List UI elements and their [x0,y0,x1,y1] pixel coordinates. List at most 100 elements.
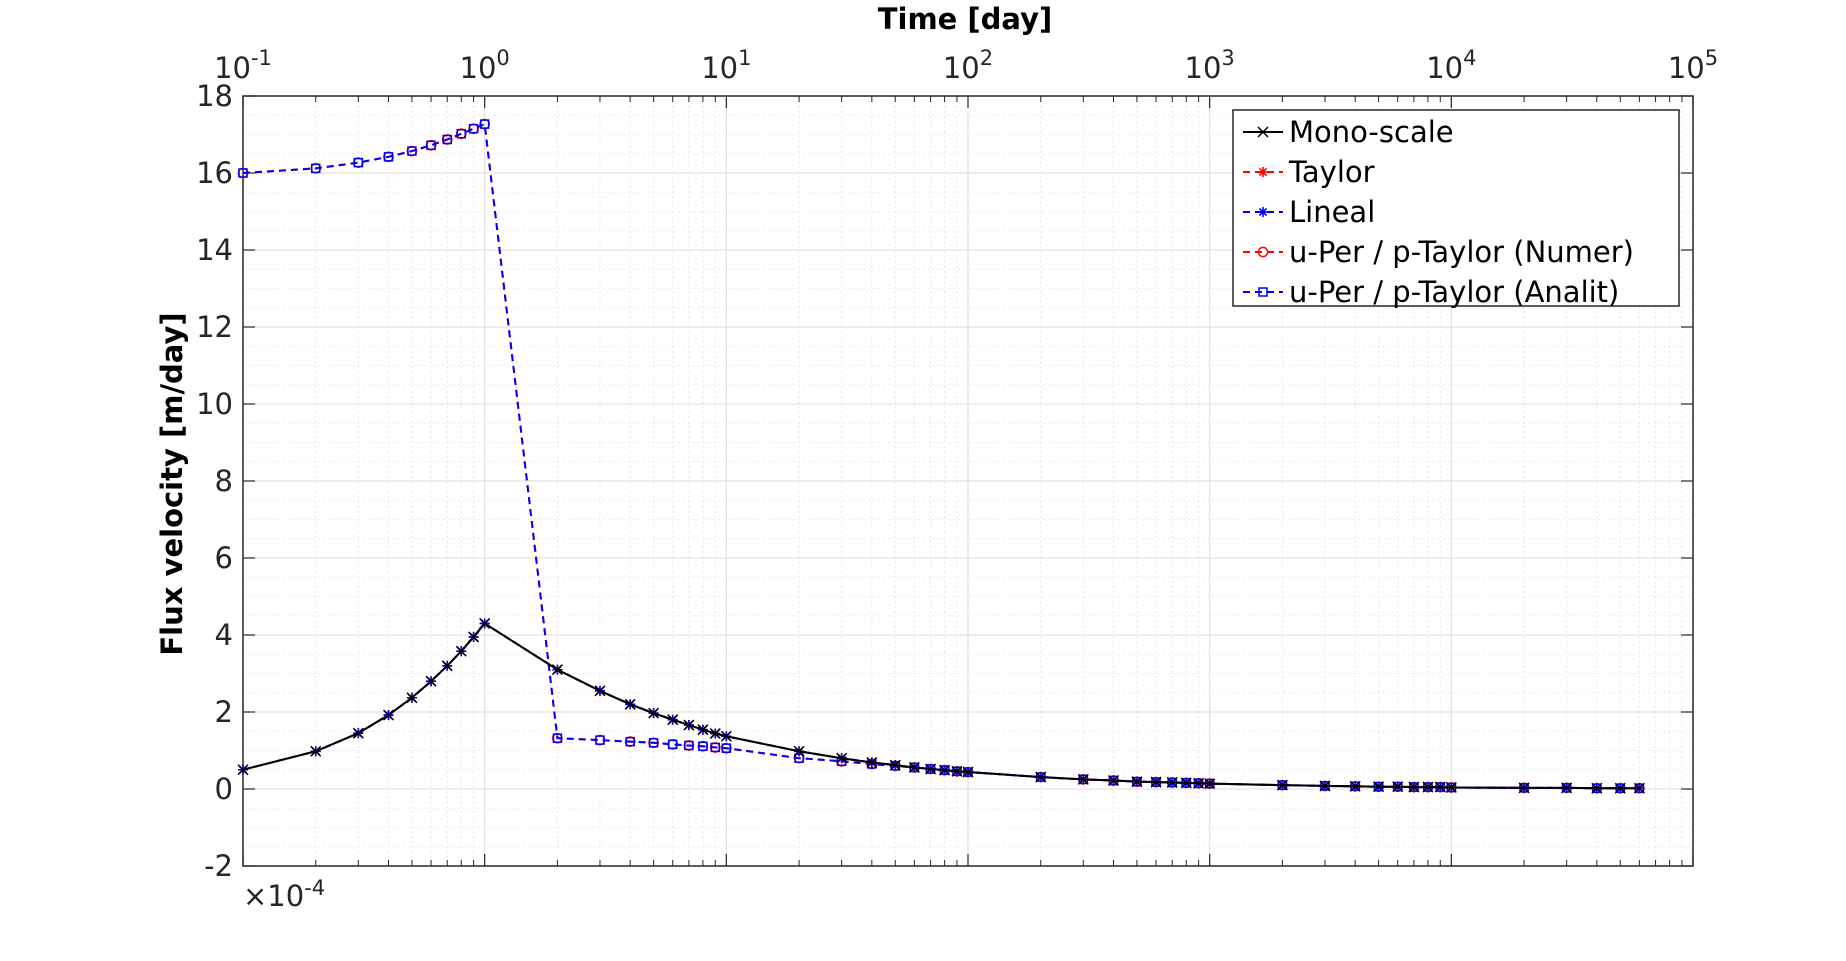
data-point-mono-scale [1422,781,1434,793]
data-point-u-per-p-taylor-analit [595,735,605,745]
data-point-mono-scale [1591,782,1603,794]
legend-label-taylor: Taylor [1288,155,1375,189]
x-tick-exponent: 0 [496,46,509,70]
data-point-u-per-p-taylor-analit [456,128,466,139]
data-point-mono-scale [1276,779,1288,791]
data-point-mono-scale [624,698,636,710]
data-point-mono-scale [836,752,848,764]
data-point-mono-scale [889,759,901,771]
data-point-mono-scale [1319,780,1331,792]
y-tick-label: 0 [215,772,233,806]
y-tick-label: 16 [196,156,233,190]
data-point-mono-scale [425,675,437,687]
data-point-u-per-p-taylor-analit [648,738,659,748]
data-point-mono-scale [866,756,878,768]
data-point-u-per-p-taylor-analit [698,741,708,752]
axis-ticks [242,95,1694,867]
x-tick-exponent: 3 [1221,46,1234,70]
data-point-mono-scale [962,766,974,778]
x-tick-label: 101 [701,46,751,85]
series-layer [237,118,1645,794]
data-point-mono-scale [468,631,480,643]
data-point-u-per-p-taylor-analit [667,739,678,750]
data-point-mono-scale [709,728,721,740]
x-tick-base: 10 [1426,51,1463,85]
y-multiplier-base: ×10 [243,879,304,913]
legend-marker-mono-scale [1257,126,1269,138]
x-tick-base: 10 [701,51,738,85]
data-point-mono-scale [594,685,606,697]
data-point-mono-scale [1561,782,1573,794]
legend-item-u-per-p-taylor-numer: u-Per / p-Taylor (Numer) [1243,235,1634,269]
data-point-u-per-p-taylor-analit [426,140,436,151]
data-point-mono-scale [1349,780,1361,792]
data-point-u-per-p-taylor-analit [407,146,417,156]
legend-label-lineal: Lineal [1289,195,1375,229]
data-point-mono-scale [479,617,491,629]
legend-item-u-per-p-taylor-analit: u-Per / p-Taylor (Analit) [1243,275,1619,309]
data-point-u-per-p-taylor-analit [353,157,364,168]
y-tick-labels: -2 0 2 4 6 8 10 12 14 16 18 [196,79,233,883]
data-point-u-per-p-taylor-analit [552,733,563,743]
data-point-u-per-p-taylor-analit [710,742,721,753]
y-tick-label: 12 [196,310,233,344]
data-point-mono-scale [1166,776,1178,788]
data-point-u-per-p-taylor-analit [684,740,694,751]
x-tick-label: 10-1 [214,46,272,85]
data-point-mono-scale [382,709,395,721]
data-point-mono-scale [1445,781,1457,793]
legend-marker-u-per-p-taylor-analit [1258,287,1268,297]
x-tick-exponent: -1 [251,46,272,70]
data-point-mono-scale [310,745,322,757]
legend: Mono-scale Taylor Lineal u-Per / p-Taylor (… [1232,109,1680,309]
x-tick-base: 10 [1668,51,1705,85]
data-point-u-per-p-taylor-analit [383,152,394,162]
x-tick-base: 10 [1185,51,1222,85]
data-point-mono-scale [925,763,937,775]
legend-marker-taylor [1258,167,1268,177]
y-tick-label: 8 [215,464,233,498]
data-point-mono-scale [1373,781,1385,793]
x-tick-exponent: 2 [980,46,993,70]
data-point-mono-scale [1035,771,1047,783]
y-tick-label: 4 [215,618,233,652]
y-tick-label: 14 [196,233,233,267]
data-point-mono-scale [1614,782,1626,794]
y-tick-label: 6 [215,541,233,575]
data-point-mono-scale [939,764,951,776]
x-tick-base: 10 [943,51,980,85]
data-point-u-per-p-taylor-analit [625,736,635,747]
y-scale-multiplier: ×10-4 [243,876,325,913]
x-tick-label: 103 [1185,46,1235,85]
y-tick-label: 2 [215,695,233,729]
data-point-mono-scale [237,764,249,776]
legend-marker-lineal [1258,207,1268,217]
data-point-mono-scale [1150,776,1162,788]
data-point-mono-scale [1408,781,1420,793]
data-point-mono-scale [951,765,963,777]
y-multiplier-exponent: -4 [304,876,325,900]
data-point-mono-scale [1633,782,1645,794]
legend-label-u-per-p-taylor-analit: u-Per / p-Taylor (Analit) [1289,275,1619,309]
data-point-mono-scale [1392,781,1404,793]
data-point-mono-scale [1434,781,1446,793]
data-point-mono-scale [1131,776,1143,788]
data-point-mono-scale [667,714,679,726]
x-tick-label: 102 [943,46,993,85]
data-point-u-per-p-taylor-analit [468,123,479,134]
data-point-mono-scale [1180,777,1192,789]
x-tick-label: 104 [1426,46,1476,85]
data-point-mono-scale [793,745,805,757]
data-point-mono-scale [352,727,364,739]
legend-label-mono-scale: Mono-scale [1289,115,1454,149]
y-axis-title: Flux velocity [m/day] [155,312,189,655]
data-point-mono-scale [1518,782,1530,794]
x-tick-exponent: 5 [1705,46,1718,70]
y-tick-label: 18 [196,79,233,113]
legend-marker-u-per-p-taylor-numer [1257,246,1269,258]
x-tick-labels: 10-1 100 101 102 103 104 105 [214,46,1718,85]
data-point-mono-scale [406,692,418,704]
data-point-mono-scale [648,707,660,719]
x-tick-exponent: 1 [738,46,751,70]
